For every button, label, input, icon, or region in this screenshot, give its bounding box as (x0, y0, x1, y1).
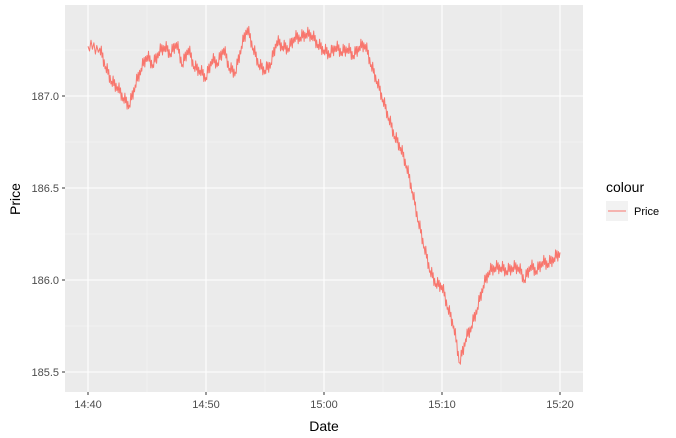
legend: colour Price (606, 179, 659, 221)
x-tick-label: 15:20 (546, 399, 574, 411)
x-tick-label: 14:50 (192, 399, 220, 411)
legend-title: colour (606, 179, 644, 195)
legend-label: Price (634, 206, 659, 218)
axis-ticks (62, 95, 561, 395)
x-tick-label: 14:40 (74, 399, 102, 411)
y-tick-label: 185.5 (31, 367, 59, 379)
series-layer (87, 25, 561, 365)
y-tick-label: 186.5 (31, 183, 59, 195)
y-tick-label: 186.0 (31, 275, 59, 287)
x-axis-title: Date (309, 418, 339, 434)
tick-labels: 14:40 14:50 15:00 15:10 15:20 185.5 186.0 186.5… (31, 91, 573, 411)
y-tick-label: 187.0 (31, 91, 59, 103)
series-line-price (87, 25, 561, 365)
x-tick-label: 15:00 (310, 399, 338, 411)
y-axis-title: Price (7, 183, 23, 215)
x-tick-label: 15:10 (428, 399, 456, 411)
major-grid (65, 5, 583, 392)
